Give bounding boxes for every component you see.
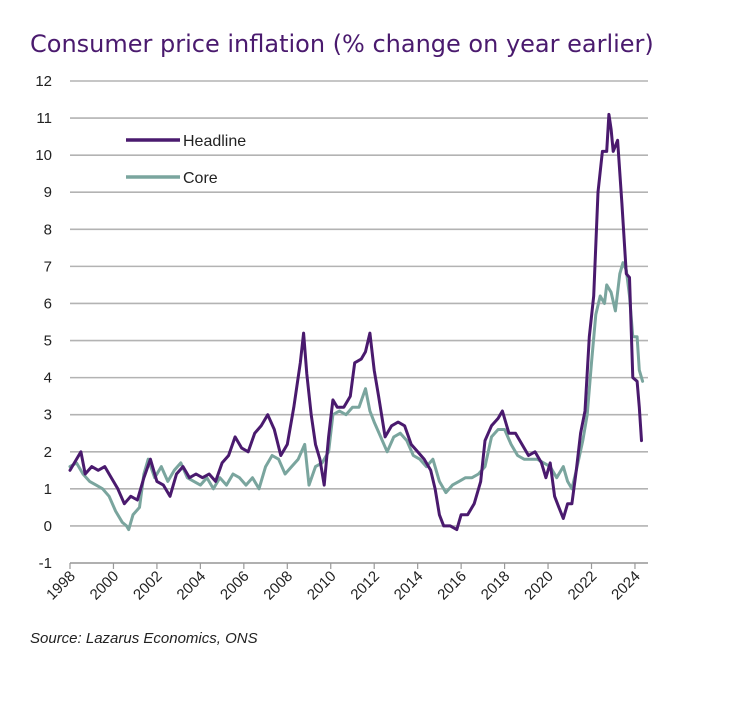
y-tick-label: 6 xyxy=(44,295,52,312)
y-tick-label: 4 xyxy=(44,370,52,387)
x-tick-label: 1998 xyxy=(43,568,79,604)
y-tick-label: 0 xyxy=(44,518,52,535)
series-line-core xyxy=(68,261,645,532)
x-tick-label: 2002 xyxy=(130,568,166,604)
x-tick-label: 2014 xyxy=(391,568,427,604)
y-tick-label: 11 xyxy=(36,110,52,127)
x-tick-label: 2004 xyxy=(174,568,210,604)
legend-label-headline: Headline xyxy=(183,133,246,150)
x-tick-label: 2010 xyxy=(304,568,340,604)
y-tick-label: 1 xyxy=(44,481,52,498)
x-tick-label: 2006 xyxy=(217,568,253,604)
chart-title: Consumer price inflation (% change on ye… xyxy=(30,30,654,58)
y-tick-label: 12 xyxy=(35,73,52,90)
x-tick-label: 2000 xyxy=(87,568,123,604)
y-tick-label: 2 xyxy=(44,444,52,461)
y-tick-label: 7 xyxy=(44,258,52,275)
x-tick-label: 2016 xyxy=(434,568,470,604)
y-tick-label: 3 xyxy=(44,407,52,424)
series-line-headline xyxy=(68,112,643,532)
x-tick-label: 2020 xyxy=(521,568,557,604)
y-tick-label: 8 xyxy=(44,221,52,238)
x-tick-label: 2008 xyxy=(261,568,297,604)
legend: Headline Core xyxy=(126,133,246,187)
x-axis: 1998 2000 2002 2004 2006 2008 2010 2012 2014 2016… xyxy=(43,562,648,604)
y-tick-label: -1 xyxy=(39,555,52,572)
x-tick-label: 2018 xyxy=(478,568,514,604)
grid-lines xyxy=(70,80,648,564)
x-tick-label: 2022 xyxy=(565,568,601,604)
y-tick-label: 10 xyxy=(35,147,52,164)
legend-label-core: Core xyxy=(183,170,218,187)
x-tick-label: 2012 xyxy=(347,568,383,604)
y-tick-label: 5 xyxy=(44,333,52,350)
source-note: Source: Lazarus Economics, ONS xyxy=(30,630,258,647)
series-lines xyxy=(68,112,645,532)
x-tick-label: 2024 xyxy=(608,568,644,604)
y-tick-label: 9 xyxy=(44,184,52,201)
